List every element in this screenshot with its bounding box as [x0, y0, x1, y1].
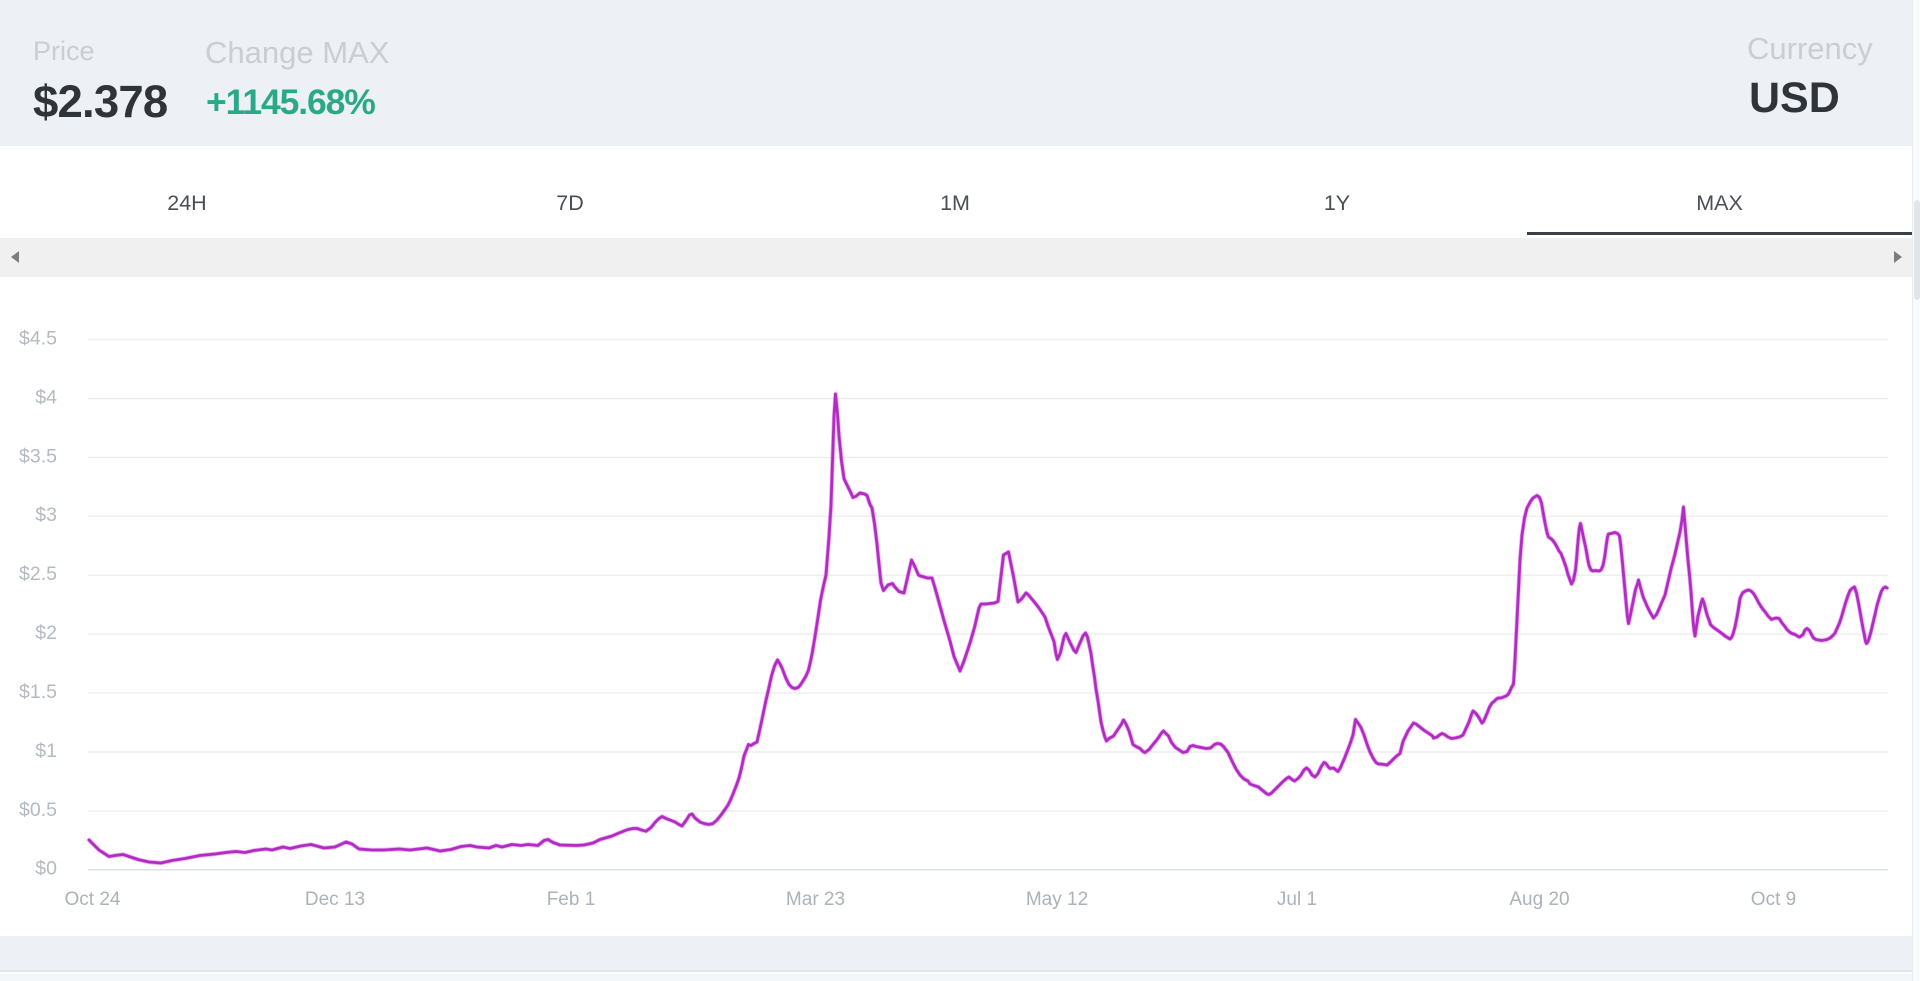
svg-text:$2: $2: [35, 622, 57, 644]
svg-text:Mar 23: Mar 23: [786, 889, 845, 910]
svg-text:$4: $4: [35, 386, 57, 408]
svg-text:$2.5: $2.5: [19, 563, 57, 585]
svg-text:$1.5: $1.5: [19, 681, 57, 703]
svg-text:Oct 24: Oct 24: [65, 889, 121, 910]
svg-text:$0: $0: [35, 858, 57, 880]
svg-text:$3.5: $3.5: [19, 445, 57, 467]
svg-text:$4.5: $4.5: [19, 328, 57, 350]
svg-text:May 12: May 12: [1026, 889, 1088, 910]
svg-text:$0.5: $0.5: [19, 799, 57, 821]
svg-text:Dec 13: Dec 13: [305, 889, 365, 910]
svg-text:Aug 20: Aug 20: [1509, 889, 1569, 910]
svg-text:Feb 1: Feb 1: [547, 889, 596, 910]
svg-text:Jul 1: Jul 1: [1277, 889, 1317, 910]
svg-text:$3: $3: [35, 504, 57, 526]
svg-text:Oct 9: Oct 9: [1751, 889, 1796, 910]
svg-text:$1: $1: [35, 740, 57, 762]
